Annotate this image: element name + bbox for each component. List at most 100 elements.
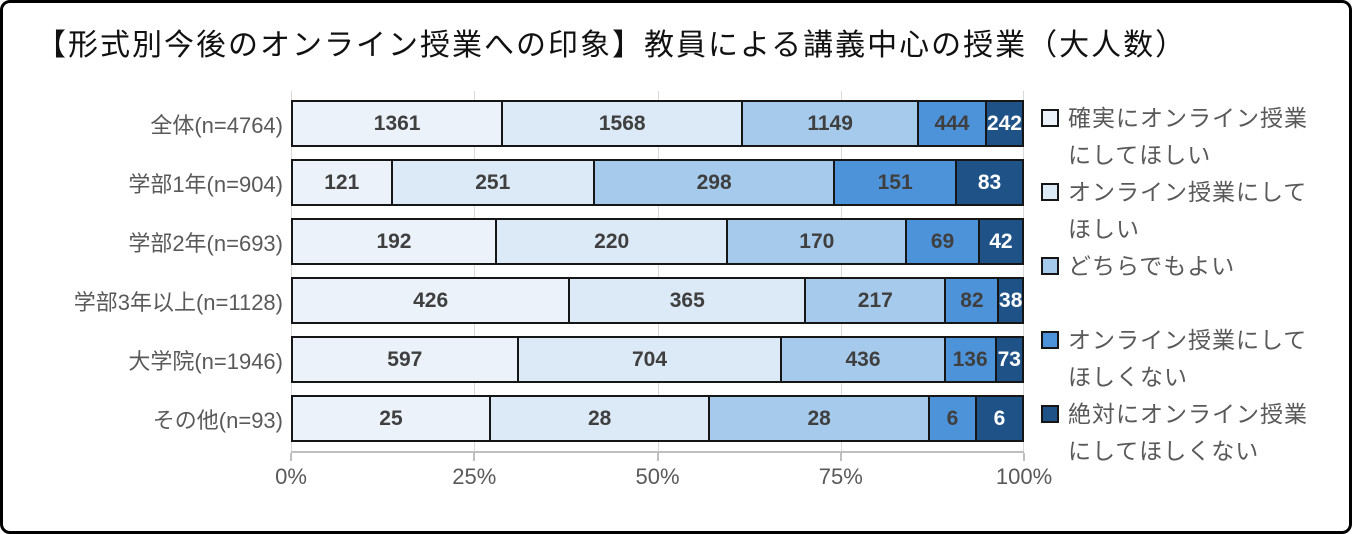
bar-segment-value: 1361 (373, 111, 421, 135)
legend-label: どちらでもよい (1068, 253, 1236, 279)
x-tick (1023, 453, 1025, 461)
bar-segment-value: 436 (845, 347, 881, 371)
gridline (1023, 91, 1024, 451)
x-tick-label: 50% (635, 464, 680, 489)
legend-item: オンライン授業にして ほしい (1041, 174, 1347, 248)
legend-label: 確実にオンライン授業 にしてほしい (1068, 105, 1308, 168)
bar-segment: 298 (592, 161, 834, 204)
bar-row: 25 28 28 6 6 (291, 395, 1024, 442)
gridline (657, 91, 659, 451)
bar-segment: 242 (984, 102, 1022, 145)
chart-title: 【形式別今後のオンライン授業への印象】教員による講義中心の授業（大人数） (36, 29, 1188, 62)
gridline (474, 91, 476, 451)
bar-segment-value: 6 (946, 406, 959, 430)
bar-row: 121 251 298 151 83 (291, 159, 1024, 206)
bar-segment: 38 (997, 279, 1022, 322)
category-label: その他(n=93) (152, 407, 283, 433)
legend: 確実にオンライン授業 にしてほしい オンライン授業にして ほしいどちらでもよいオン… (1041, 100, 1347, 470)
bar-segment: 136 (943, 338, 995, 381)
bar-segment: 1568 (501, 102, 742, 145)
x-axis (290, 451, 1025, 462)
bar-segment: 83 (955, 161, 1022, 204)
bar-segment-value: 25 (379, 406, 403, 430)
bar-segment-value: 242 (986, 111, 1022, 135)
bar-segment-value: 1568 (598, 111, 646, 135)
legend-label: オンライン授業にして ほしい (1068, 179, 1308, 242)
bar-segment-value: 426 (413, 288, 449, 312)
x-tick-label: 100% (995, 464, 1053, 489)
plot-area: 1361 1568 1149 444 242 121 251 298 151 83 192 220 17… (291, 91, 1024, 451)
bar-segment-value: 42 (989, 229, 1013, 253)
bar-segment-value: 704 (631, 347, 668, 371)
bar-segment: 82 (944, 279, 998, 322)
x-tick-label: 75% (818, 464, 863, 489)
bar-segment-value: 73 (997, 347, 1021, 371)
category-label: 全体(n=4764) (150, 112, 283, 138)
bar-segment-value: 217 (857, 288, 893, 312)
bar-segment: 28 (708, 397, 928, 440)
bar-segment-value: 251 (475, 170, 511, 194)
bar-segment: 1149 (741, 102, 917, 145)
bar-segment-value: 220 (594, 229, 630, 253)
bar-segment-value: 69 (930, 229, 955, 253)
legend-label: 絶対にオンライン授業 にしてほしくない (1068, 401, 1308, 464)
bar-segment-value: 136 (952, 347, 988, 371)
bar-segment: 151 (833, 161, 956, 204)
x-tick (839, 453, 842, 461)
gridline (840, 91, 842, 451)
bar-segment: 436 (780, 338, 944, 381)
x-tick (290, 453, 292, 461)
legend-item: どちらでもよい (1041, 248, 1347, 322)
bar-segment-value: 83 (977, 170, 1002, 194)
bar-segment: 444 (917, 102, 985, 145)
bar-segment: 704 (516, 338, 781, 381)
bar-row: 597 704 436 136 73 (291, 336, 1024, 383)
legend-swatch (1041, 405, 1059, 423)
bar-segment: 73 (994, 338, 1022, 381)
bar-segment-value: 28 (807, 406, 831, 430)
bar-rows: 1361 1568 1149 444 242 121 251 298 151 83 192 220 17… (291, 91, 1024, 451)
category-axis: 全体(n=4764) 学部1年(n=904) 学部2年(n=693) 学部3年以上(n… (3, 91, 283, 451)
x-tick (473, 453, 476, 461)
legend-label: オンライン授業にして ほしくない (1068, 327, 1308, 390)
bar-segment: 170 (726, 220, 906, 263)
bar-segment-value: 1149 (807, 111, 853, 135)
bar-segment: 192 (293, 220, 495, 263)
bar-segment: 6 (974, 397, 1022, 440)
bar-segment-value: 192 (376, 229, 412, 253)
bar-segment-value: 82 (960, 288, 984, 312)
gridline (291, 91, 292, 451)
bar-segment-value: 444 (934, 111, 970, 135)
bar-segment: 251 (390, 161, 593, 204)
bar-segment-value: 365 (669, 288, 705, 312)
bar-segment-value: 6 (993, 406, 1006, 430)
category-label: 大学院(n=1946) (128, 348, 283, 374)
legend-item: 確実にオンライン授業 にしてほしい (1041, 100, 1347, 174)
category-label: 学部2年(n=693) (128, 230, 283, 256)
bar-segment-value: 121 (324, 170, 360, 194)
legend-item: 絶対にオンライン授業 にしてほしくない (1041, 396, 1347, 470)
bar-segment: 42 (977, 220, 1022, 263)
x-tick-label: 25% (452, 464, 497, 489)
bar-segment: 25 (293, 397, 489, 440)
x-tick (656, 453, 659, 461)
bar-segment: 365 (568, 279, 805, 322)
bar-segment: 1361 (293, 102, 502, 145)
legend-swatch (1041, 257, 1059, 275)
bar-segment-value: 298 (696, 170, 732, 194)
category-label: 学部3年以上(n=1128) (73, 289, 283, 315)
legend-swatch (1041, 109, 1059, 127)
bar-segment-value: 28 (588, 406, 612, 430)
bar-segment-value: 170 (799, 229, 835, 253)
x-tick-labels: 0% 25% 50% 75% 100% (275, 464, 1052, 496)
bar-segment-value: 597 (387, 347, 423, 371)
bar-segment-value: 151 (877, 170, 913, 194)
bar-segment: 597 (293, 338, 517, 381)
legend-swatch (1041, 183, 1059, 201)
bar-segment: 426 (293, 279, 569, 322)
legend-item: オンライン授業にして ほしくない (1041, 322, 1347, 396)
bar-row: 426 365 217 82 38 (291, 277, 1024, 324)
bar-segment-value: 38 (999, 288, 1023, 312)
bar-row: 1361 1568 1149 444 242 (291, 100, 1024, 147)
